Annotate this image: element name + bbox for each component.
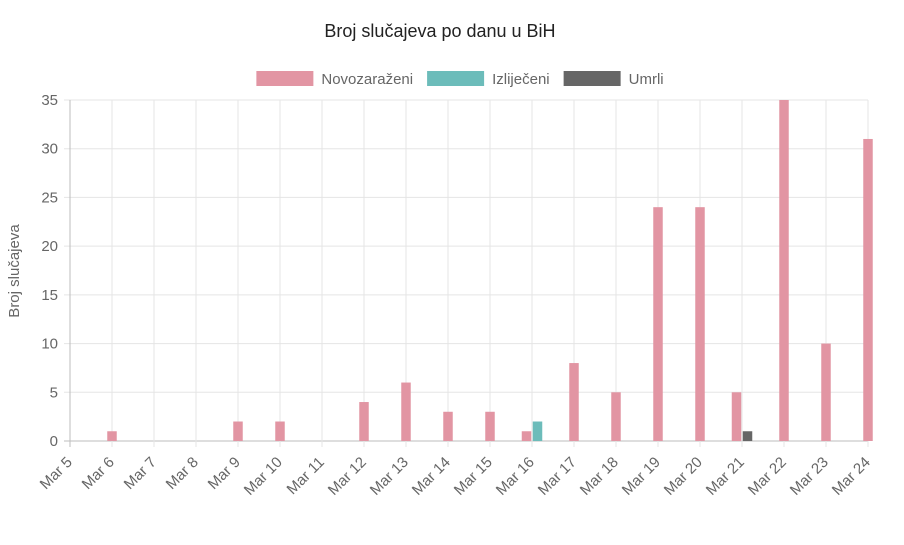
x-tick-label: Mar 9 bbox=[205, 454, 244, 493]
x-tick-label: Mar 8 bbox=[163, 454, 202, 493]
legend-label: Izliječeni bbox=[492, 71, 550, 88]
x-tick-label: Mar 24 bbox=[829, 454, 874, 499]
x-tick-label: Mar 18 bbox=[577, 454, 622, 499]
y-axis: 0 5 10 15 20 25 30 35 bbox=[41, 92, 58, 450]
x-tick-label: Mar 17 bbox=[535, 454, 580, 499]
bar bbox=[443, 411, 453, 441]
bar bbox=[821, 343, 831, 441]
y-tick-label: 5 bbox=[50, 384, 58, 401]
bar bbox=[233, 421, 243, 441]
x-tick-label: Mar 20 bbox=[661, 454, 706, 499]
chart-title: Broj slučajeva po danu u BiH bbox=[324, 21, 555, 41]
legend-swatch bbox=[427, 71, 485, 86]
x-tick-label: Mar 19 bbox=[619, 454, 664, 499]
legend-swatch bbox=[563, 71, 621, 86]
y-tick-label: 0 bbox=[50, 433, 58, 450]
x-tick-label: Mar 11 bbox=[284, 454, 328, 498]
x-tick-label: Mar 12 bbox=[325, 454, 370, 499]
bar bbox=[359, 402, 369, 441]
x-tick-label: Mar 10 bbox=[241, 454, 286, 499]
y-tick-label: 15 bbox=[41, 287, 58, 304]
bar bbox=[863, 138, 873, 441]
x-tick-label: Mar 14 bbox=[409, 454, 454, 499]
y-axis-title: Broj slučajeva bbox=[6, 224, 23, 318]
legend-swatch bbox=[256, 71, 314, 86]
bar bbox=[695, 207, 705, 441]
bar bbox=[779, 100, 789, 441]
x-tick-label: Mar 22 bbox=[745, 454, 790, 499]
bar bbox=[569, 363, 579, 441]
bar bbox=[731, 392, 742, 441]
bar bbox=[742, 431, 753, 441]
y-tick-label: 35 bbox=[41, 92, 58, 109]
x-tick-label: Mar 13 bbox=[367, 454, 412, 499]
x-tick-label: Mar 21 bbox=[703, 454, 748, 499]
bar bbox=[532, 421, 543, 441]
bar bbox=[653, 207, 663, 441]
y-tick-label: 20 bbox=[41, 238, 58, 255]
x-tick-label: Mar 7 bbox=[121, 454, 160, 493]
bar bbox=[485, 411, 495, 441]
bar bbox=[275, 421, 285, 441]
x-tick-label: Mar 6 bbox=[79, 454, 118, 493]
grid bbox=[64, 99, 869, 447]
x-tick-label: Mar 15 bbox=[451, 454, 496, 499]
y-tick-label: 25 bbox=[41, 189, 58, 206]
x-tick-label: Mar 16 bbox=[493, 454, 538, 499]
bar bbox=[401, 382, 411, 441]
bar bbox=[107, 431, 117, 441]
y-tick-label: 10 bbox=[41, 336, 58, 353]
y-tick-label: 30 bbox=[41, 141, 58, 158]
x-tick-label: Mar 5 bbox=[37, 454, 76, 493]
bars bbox=[107, 100, 873, 441]
legend-label: Umrli bbox=[629, 71, 664, 88]
x-tick-label: Mar 23 bbox=[787, 454, 832, 499]
legend: Novozaraženi Izliječeni Umrli bbox=[256, 71, 664, 88]
legend-label: Novozaraženi bbox=[321, 71, 413, 88]
bar bbox=[521, 431, 532, 441]
bar bbox=[611, 392, 621, 441]
